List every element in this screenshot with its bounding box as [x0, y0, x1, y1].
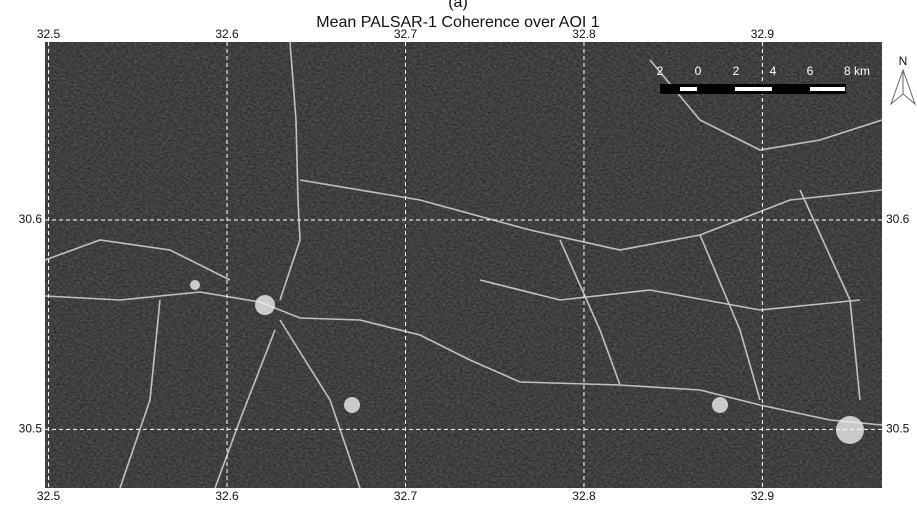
- lon-tick-label-top: 32.8: [572, 27, 596, 41]
- map-figure: (a) Mean PALSAR-1 Coherence over AOI 1: [0, 0, 917, 506]
- scale-bar-segment: [810, 87, 845, 91]
- scale-bar-label: 2: [733, 64, 740, 78]
- lat-tick-label-right: 30.6: [886, 212, 910, 226]
- scale-bar-label: 8 km: [844, 64, 870, 78]
- lon-tick-label-top: 32.7: [394, 27, 418, 41]
- north-arrow: N: [891, 54, 915, 104]
- lat-tick-label-left: 30.6: [19, 212, 43, 226]
- lon-tick-label-bottom: 32.9: [751, 489, 775, 503]
- panel-label: (a): [448, 0, 468, 11]
- lon-tick-label-top: 32.6: [215, 27, 239, 41]
- lon-tick-label-bottom: 32.8: [572, 489, 596, 503]
- scale-bar-segment: [680, 87, 697, 91]
- map-title: Mean PALSAR-1 Coherence over AOI 1: [316, 14, 600, 31]
- scale-bar-label: 4: [770, 64, 777, 78]
- lon-tick-label-bottom: 32.7: [394, 489, 418, 503]
- scale-bar-segment: [735, 87, 772, 91]
- scale-bar-label: 6: [807, 64, 814, 78]
- lat-tick-label-right: 30.5: [886, 422, 910, 436]
- scale-bar-label: 0: [695, 64, 702, 78]
- scale-bar: [660, 84, 846, 94]
- north-label: N: [899, 54, 908, 68]
- scale-bar-label: 2: [657, 64, 664, 78]
- lon-tick-label-bottom: 32.5: [37, 489, 61, 503]
- coherence-image: [45, 42, 882, 488]
- lat-tick-label-left: 30.5: [19, 422, 43, 436]
- lon-tick-label-bottom: 32.6: [215, 489, 239, 503]
- lon-tick-label-top: 32.9: [751, 27, 775, 41]
- lon-tick-label-top: 32.5: [37, 27, 61, 41]
